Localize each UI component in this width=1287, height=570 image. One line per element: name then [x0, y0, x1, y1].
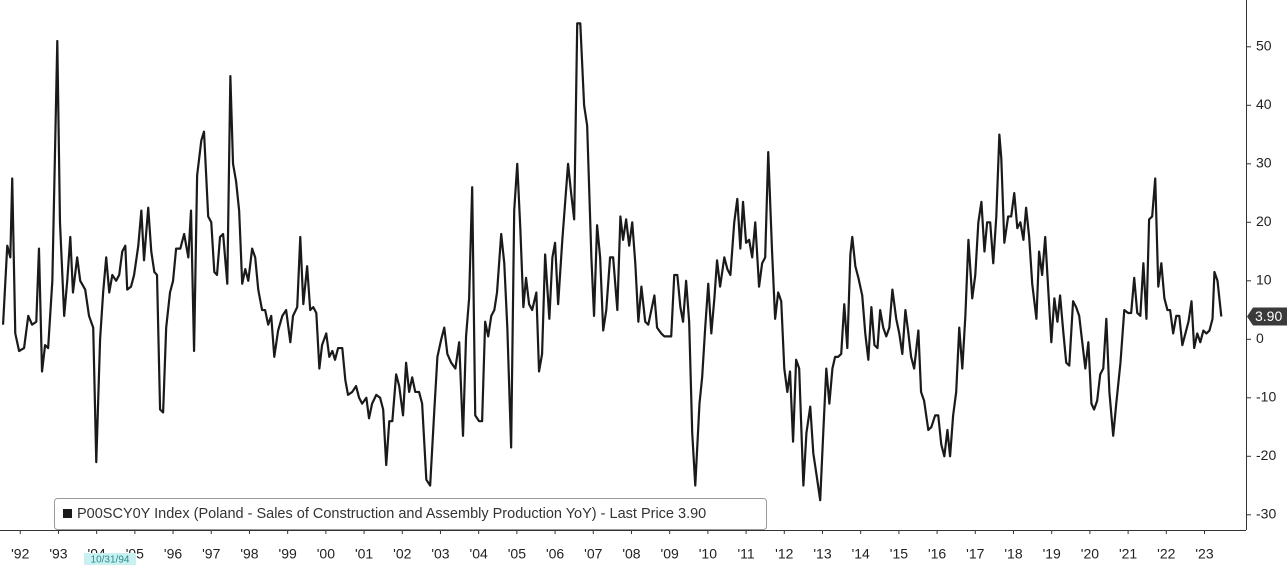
series-line — [1, 22, 1223, 502]
y-tick-label: -20 — [1256, 447, 1276, 463]
x-tick-label: '93 — [49, 546, 67, 562]
x-tick-label: '11 — [737, 546, 754, 562]
x-tick-label: '00 — [317, 546, 335, 562]
x-tick-label: '98 — [240, 546, 258, 562]
x-tick-label: '20 — [1081, 546, 1099, 562]
x-tick-label: '08 — [622, 546, 640, 562]
crosshair-label: 10/31/94 — [91, 555, 130, 565]
y-tick-label: -30 — [1256, 505, 1276, 521]
x-tick-label: '22 — [1157, 546, 1175, 562]
y-tick-label: -10 — [1256, 388, 1276, 404]
x-tick-label: '04 — [470, 546, 488, 562]
x-tick-label: '16 — [928, 546, 946, 562]
x-tick-label: '09 — [661, 546, 679, 562]
x-tick-label: '14 — [852, 546, 870, 562]
x-tick-label: '97 — [202, 546, 220, 562]
x-tick-label: '19 — [1043, 546, 1061, 562]
x-tick-label: '07 — [584, 546, 602, 562]
x-tick-label: '13 — [813, 546, 831, 562]
legend-box — [54, 498, 767, 530]
y-tick-label: 20 — [1256, 213, 1272, 229]
x-tick-label: '03 — [431, 546, 449, 562]
x-tick-label: '23 — [1195, 546, 1213, 562]
x-tick-label: '21 — [1119, 546, 1137, 562]
legend-swatch — [63, 509, 72, 518]
last-price-tag — [1247, 307, 1287, 326]
y-tick-label: 40 — [1256, 96, 1272, 112]
x-tick-label: '18 — [1004, 546, 1022, 562]
x-tick-label: '06 — [546, 546, 564, 562]
x-tick-label: '92 — [11, 546, 29, 562]
y-tick-label: 10 — [1256, 271, 1272, 287]
crosshair-tag — [84, 553, 136, 565]
y-tick-label: 50 — [1256, 38, 1272, 54]
x-tick-label: '05 — [508, 546, 526, 562]
last-price-label: 3.90 — [1255, 308, 1282, 324]
y-tick-label: 0 — [1256, 330, 1264, 346]
x-tick-label: '01 — [355, 546, 373, 562]
x-tick-label: '12 — [775, 546, 793, 562]
y-tick-label: 30 — [1256, 155, 1272, 171]
legend-label: P00SCY0Y Index (Poland - Sales of Constr… — [77, 506, 706, 522]
x-tick-label: '10 — [699, 546, 717, 562]
x-tick-label: '02 — [393, 546, 411, 562]
x-tick-label: '15 — [890, 546, 908, 562]
x-tick-label: '17 — [966, 546, 984, 562]
x-tick-label: '96 — [164, 546, 182, 562]
x-tick-label: '99 — [279, 546, 297, 562]
